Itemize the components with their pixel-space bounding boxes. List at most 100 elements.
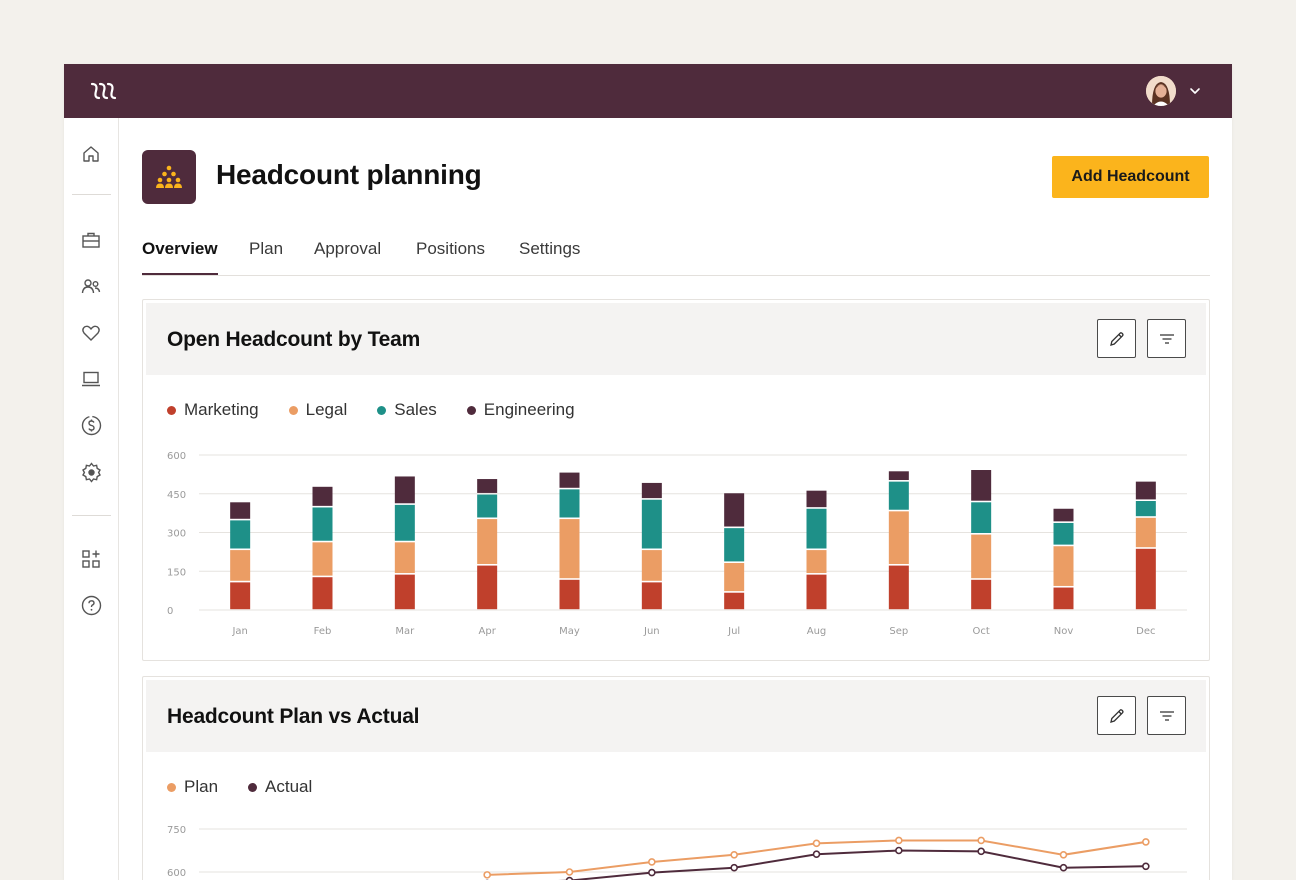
data-point[interactable] [1142,862,1150,871]
user-avatar[interactable] [1146,76,1176,106]
bar-segment[interactable] [559,472,580,488]
bar-segment[interactable] [888,511,909,564]
bar-segment[interactable] [312,542,333,576]
bar-segment[interactable] [477,479,498,493]
bar-segment[interactable] [394,542,415,574]
bar-segment[interactable] [971,534,992,579]
data-point[interactable] [565,868,574,876]
data-point[interactable] [977,847,985,856]
bar-segment[interactable] [724,563,745,592]
bar-segment[interactable] [641,499,662,549]
heart-icon[interactable] [80,322,102,344]
legend-item-marketing[interactable]: Marketing [167,400,259,420]
filter-button[interactable] [1147,319,1186,358]
briefcase-icon[interactable] [80,229,102,251]
tab-approval[interactable]: Approval [314,239,382,258]
data-point[interactable] [1142,838,1150,846]
bar-segment[interactable] [1053,522,1074,545]
bar-segment[interactable] [477,565,498,610]
add-headcount-button[interactable]: Add Headcount [1052,156,1209,198]
home-icon[interactable] [80,143,102,165]
bar-segment[interactable] [806,550,827,574]
company-logo[interactable] [90,80,118,102]
bar-segment[interactable] [724,592,745,610]
bar-segment[interactable] [559,519,580,579]
tab-overview[interactable]: Overview [142,239,218,258]
bar-segment[interactable] [888,471,909,481]
help-icon[interactable] [80,594,102,616]
edit-button[interactable] [1097,319,1136,358]
data-point[interactable] [483,871,491,879]
data-point[interactable] [977,836,985,845]
data-point[interactable] [895,846,903,855]
bar-segment[interactable] [1135,481,1156,500]
legend-item-sales[interactable]: Sales [377,400,437,420]
bar-segment[interactable] [230,550,251,581]
bar-segment[interactable] [312,507,333,541]
bar-segment[interactable] [806,490,827,508]
bar-segment[interactable] [1135,501,1156,517]
legend-item-engineering[interactable]: Engineering [466,400,575,420]
edit-button[interactable] [1097,696,1136,735]
data-point[interactable] [812,850,821,859]
bar-segment[interactable] [806,574,827,610]
bar-segment[interactable] [394,504,415,541]
data-point[interactable] [895,836,903,845]
data-point[interactable] [1059,850,1068,859]
laptop-icon[interactable] [80,368,102,390]
bar-segment[interactable] [641,550,662,581]
legend-item-legal[interactable]: Legal [288,400,347,420]
bar-segment[interactable] [971,502,992,533]
bar-segment[interactable] [559,489,580,518]
legend-item-plan[interactable]: Plan [167,777,218,797]
legend-dot [167,405,176,415]
data-point[interactable] [648,858,656,866]
legend-item-actual[interactable]: Actual [248,777,312,797]
data-point[interactable] [565,876,574,880]
bar-segment[interactable] [971,470,992,501]
bar-segment[interactable] [724,493,745,527]
bar-segment[interactable] [230,520,251,549]
add-app-icon[interactable] [80,548,102,570]
gear-icon[interactable] [80,461,102,483]
bar-segment[interactable] [1053,508,1074,522]
bar-segment[interactable] [1053,587,1074,610]
bar-segment[interactable] [888,565,909,610]
bar-segment[interactable] [724,528,745,562]
chevron-down-icon[interactable] [1188,84,1202,98]
bar-segment[interactable] [806,508,827,549]
tab-plan[interactable]: Plan [249,239,284,258]
x-tick-label: Jan [231,626,247,637]
data-point[interactable] [812,839,821,848]
tab-positions[interactable]: Positions [416,239,485,258]
bar-segment[interactable] [1135,517,1156,548]
x-tick-label: Dec [1136,626,1155,637]
bar-segment[interactable] [230,502,251,519]
bar-segment[interactable] [394,574,415,610]
bar-segment[interactable] [394,476,415,504]
bar-segment[interactable] [641,582,662,610]
y-tick-label: 450 [167,490,186,501]
data-point[interactable] [730,850,738,859]
bar-segment[interactable] [477,494,498,518]
bar-segment[interactable] [888,481,909,510]
bar-segment[interactable] [641,482,662,499]
bar-segment[interactable] [1053,546,1074,586]
bar-segment[interactable] [312,577,333,610]
bar-segment[interactable] [230,582,251,610]
y-tick-label: 600 [167,868,186,879]
people-icon[interactable] [80,275,102,297]
bar-segment[interactable] [312,486,333,506]
bar-segment[interactable] [559,579,580,610]
data-point[interactable] [730,863,738,872]
filter-button[interactable] [1147,696,1186,735]
data-point[interactable] [648,868,656,877]
bar-segment[interactable] [1135,548,1156,610]
dollar-icon[interactable] [80,414,102,436]
data-point[interactable] [1059,863,1068,872]
legend-dot [377,405,387,415]
bar-segment[interactable] [971,579,992,610]
tab-settings[interactable]: Settings [519,239,581,258]
x-tick-label: Oct [973,626,990,637]
bar-segment[interactable] [477,519,498,564]
